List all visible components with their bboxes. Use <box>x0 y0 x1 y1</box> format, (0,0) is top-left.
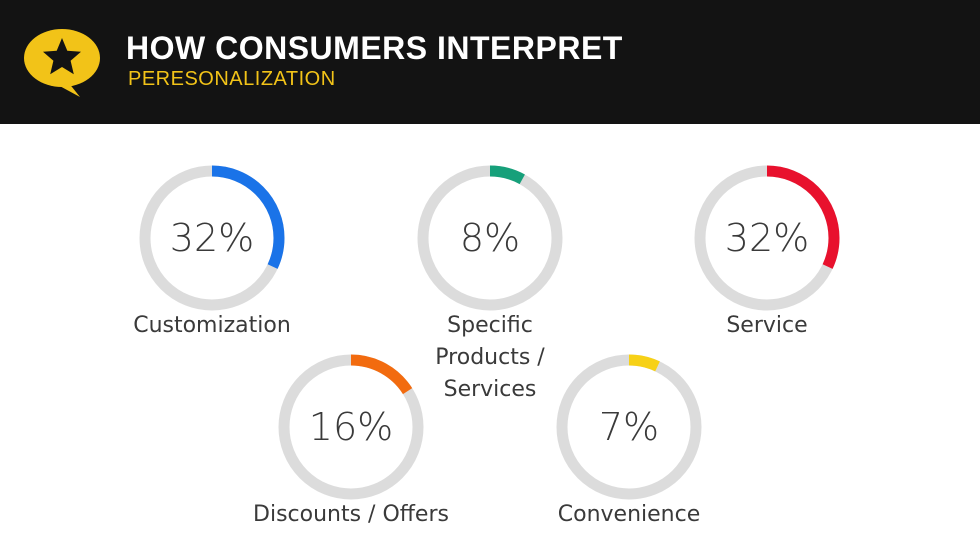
donut-arc <box>417 165 563 311</box>
percent-value: 7% <box>598 405 660 449</box>
donut-arc <box>278 354 424 500</box>
label-discounts-offers: Discounts / Offers <box>253 502 449 527</box>
label-specific-products-services: Specific Products / Services <box>435 313 545 402</box>
donut-arc <box>694 165 840 311</box>
donut-chart-discounts-offers <box>278 354 424 500</box>
donut-chart-service <box>694 165 840 311</box>
label-convenience: Convenience <box>557 502 701 527</box>
donut-chart-specific-products-services <box>417 165 563 311</box>
percent-value: 32% <box>724 216 810 260</box>
donut-arc <box>139 165 285 311</box>
donut-specific-products-services: 8% <box>410 158 570 318</box>
label-customization: Customization <box>133 313 291 338</box>
donut-service: 32% <box>687 158 847 318</box>
donut-arc <box>556 354 702 500</box>
donut-customization: 32% <box>132 158 292 318</box>
donut-chart-customization <box>139 165 285 311</box>
donut-discounts-offers: 16% <box>271 347 431 507</box>
percent-value: 8% <box>459 216 521 260</box>
percent-value: 16% <box>308 405 394 449</box>
header-bar: HOW CONSUMERS INTERPRET PERESONALIZATION <box>0 0 980 124</box>
percent-value: 32% <box>169 216 255 260</box>
page-subtitle: PERESONALIZATION <box>128 68 336 90</box>
donut-chart-convenience <box>556 354 702 500</box>
donut-convenience: 7% <box>549 347 709 507</box>
page-title: HOW CONSUMERS INTERPRET <box>126 30 623 66</box>
star-speech-bubble-icon <box>24 29 100 97</box>
label-service: Service <box>726 313 808 338</box>
